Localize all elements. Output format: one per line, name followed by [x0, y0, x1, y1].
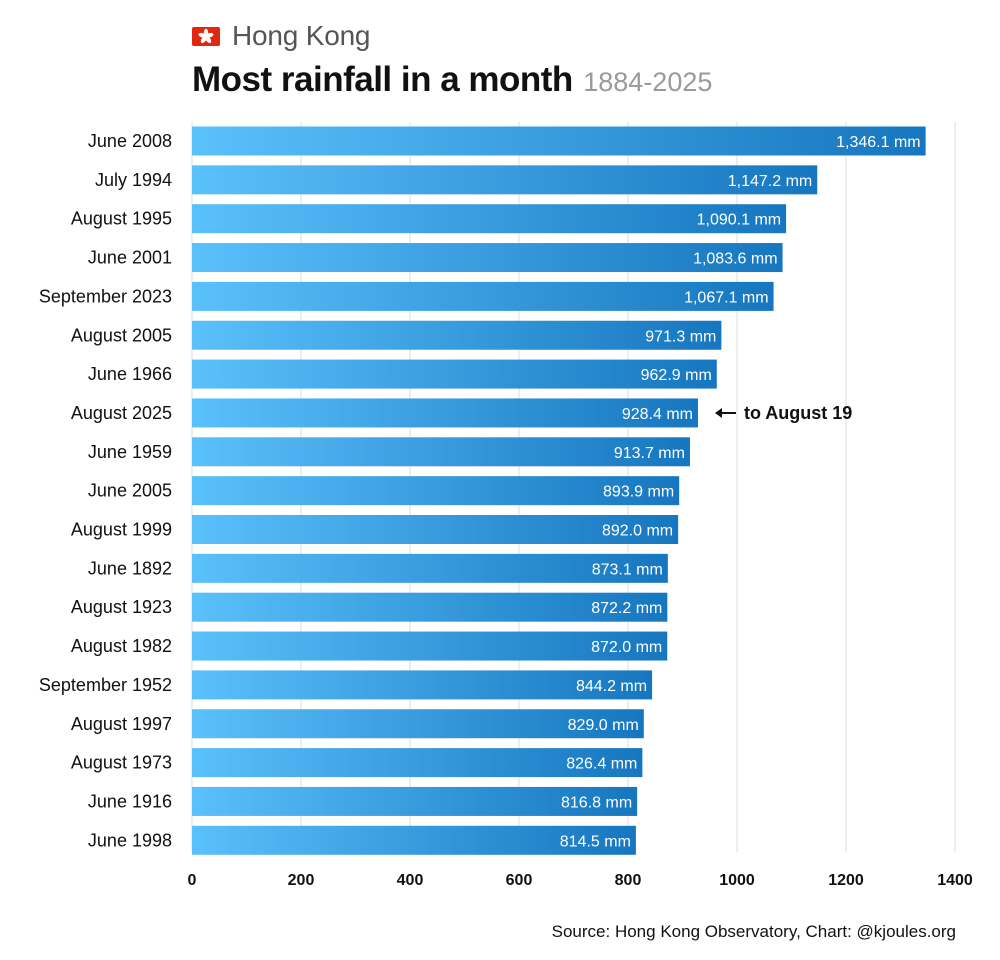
data-label: 971.3 mm: [645, 328, 716, 345]
bar: [192, 631, 668, 661]
bar: [192, 592, 668, 622]
data-label: 844.2 mm: [576, 678, 647, 695]
bar: [192, 476, 680, 506]
category-label: June 1959: [88, 442, 172, 462]
bar: [192, 359, 717, 389]
category-label: August 2025: [71, 403, 172, 423]
annotation-label: to August 19: [744, 403, 852, 423]
title-row: Most rainfall in a month 1884-2025: [192, 60, 712, 100]
data-label: 1,346.1 mm: [836, 134, 920, 151]
category-label: August 1995: [71, 209, 172, 229]
bar: [192, 437, 690, 467]
data-label: 1,083.6 mm: [693, 251, 777, 268]
category-label: August 1923: [71, 597, 172, 617]
category-label: September 2023: [39, 286, 172, 306]
bar: [192, 709, 644, 739]
category-label: September 1952: [39, 675, 172, 695]
category-label: August 1982: [71, 636, 172, 656]
category-label: July 1994: [95, 170, 172, 190]
category-label: June 2008: [88, 131, 172, 151]
x-tick-label: 1000: [719, 872, 755, 889]
category-label: June 1998: [88, 830, 172, 850]
bar: [192, 553, 668, 583]
chart-header: Hong Kong Most rainfall in a month 1884-…: [192, 18, 712, 100]
bar: [192, 243, 783, 273]
category-label: August 1999: [71, 520, 172, 540]
data-label: 1,090.1 mm: [697, 212, 781, 229]
category-label: June 1892: [88, 558, 172, 578]
data-label: 873.1 mm: [592, 561, 663, 578]
data-label: 1,067.1 mm: [684, 289, 768, 306]
category-label: June 1966: [88, 364, 172, 384]
bar: [192, 748, 643, 778]
data-label: 893.9 mm: [603, 484, 674, 501]
data-label: 814.5 mm: [560, 833, 631, 850]
bar: [192, 165, 818, 195]
category-label: August 2005: [71, 325, 172, 345]
bar: [192, 126, 926, 156]
data-label: 872.0 mm: [591, 639, 662, 656]
x-tick-label: 800: [615, 872, 642, 889]
data-label: 816.8 mm: [561, 794, 632, 811]
data-label: 826.4 mm: [566, 756, 637, 773]
bar: [192, 825, 636, 855]
x-tick-label: 1200: [828, 872, 864, 889]
region-row: Hong Kong: [192, 18, 712, 54]
source-note: Source: Hong Kong Observatory, Chart: @k…: [551, 922, 956, 941]
data-label: 962.9 mm: [641, 367, 712, 384]
data-label: 1,147.2 mm: [728, 173, 812, 190]
hong-kong-flag-icon: [192, 26, 220, 46]
category-label: June 2001: [88, 248, 172, 268]
bar: [192, 281, 774, 311]
x-tick-label: 200: [288, 872, 315, 889]
category-label: August 1973: [71, 753, 172, 773]
data-label: 928.4 mm: [622, 406, 693, 423]
bar: [192, 204, 787, 234]
category-label: June 1916: [88, 791, 172, 811]
chart-subtitle: 1884-2025: [583, 67, 713, 97]
data-label: 892.0 mm: [602, 523, 673, 540]
x-tick-label: 0: [188, 872, 197, 889]
bar: [192, 398, 698, 428]
x-tick-label: 600: [506, 872, 533, 889]
data-label: 829.0 mm: [568, 717, 639, 734]
bar: [192, 320, 722, 350]
data-label: 913.7 mm: [614, 445, 685, 462]
x-tick-label: 1400: [937, 872, 973, 889]
chart-title: Most rainfall in a month: [192, 60, 573, 99]
region-label: Hong Kong: [232, 20, 371, 51]
bar: [192, 670, 653, 700]
x-tick-label: 400: [397, 872, 424, 889]
category-label: June 2005: [88, 481, 172, 501]
arrow-left-icon: [714, 407, 722, 418]
bar: [192, 515, 679, 544]
data-label: 872.2 mm: [591, 600, 662, 617]
category-label: August 1997: [71, 714, 172, 734]
bar: [192, 786, 638, 816]
